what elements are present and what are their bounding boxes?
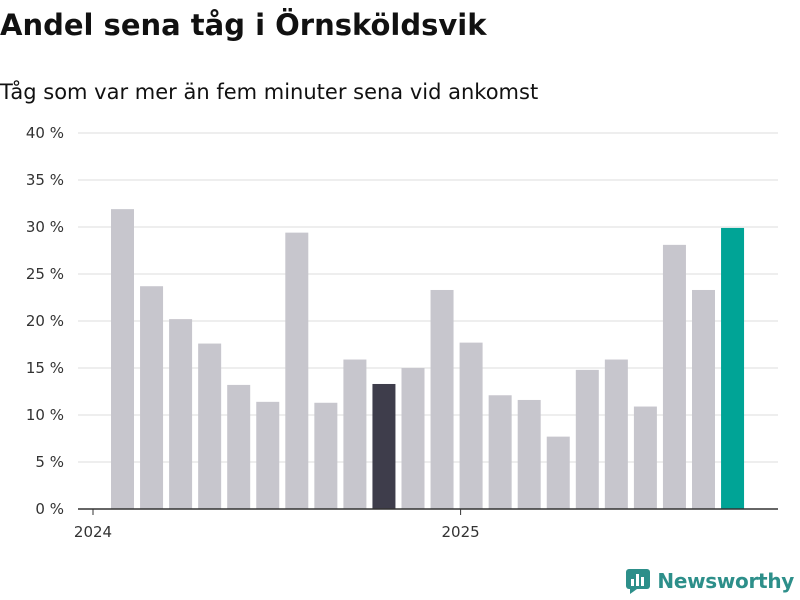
y-tick-label: 20 %	[26, 312, 64, 330]
brand-logo: Newsworthy	[625, 568, 794, 594]
bar-2024-01	[111, 209, 134, 509]
bar-2025-07	[633, 406, 657, 509]
bar-2025-03	[517, 399, 541, 509]
bar-2025-10	[721, 227, 745, 509]
bar-2025-02	[488, 395, 512, 509]
bar-2024-10	[372, 383, 396, 509]
bar-2024-09	[343, 359, 367, 509]
x-axis-ticks: 2024 2025	[74, 509, 480, 541]
y-axis-ticks: 0 % 5 % 10 % 15 % 20 % 25 % 30 % 35 % 40 %	[26, 124, 64, 518]
bar-2024-05	[227, 384, 251, 509]
y-tick-label: 25 %	[26, 265, 64, 283]
bars	[111, 209, 745, 510]
brand-name: Newsworthy	[657, 569, 794, 593]
bar-2024-04	[198, 343, 222, 509]
y-tick-label: 35 %	[26, 171, 64, 189]
newsworthy-logo-icon	[626, 569, 651, 594]
bar-2025-01	[459, 342, 483, 509]
bar-2024-08	[314, 402, 338, 509]
gridlines	[78, 132, 778, 463]
y-tick-label: 5 %	[35, 453, 64, 471]
bar-2024-03	[169, 319, 193, 509]
y-tick-label: 0 %	[35, 500, 64, 518]
bar-2025-05	[575, 369, 599, 509]
chart-subtitle: Tåg som var mer än fem minuter sena vid …	[0, 80, 539, 104]
y-tick-label: 30 %	[26, 218, 64, 236]
y-tick-label: 15 %	[26, 359, 64, 377]
x-tick-label: 2025	[442, 523, 480, 541]
y-tick-label: 10 %	[26, 406, 64, 424]
y-tick-label: 40 %	[26, 124, 64, 142]
chart-title: Andel sena tåg i Örnsköldsvik	[0, 8, 487, 42]
bar-2024-02	[140, 286, 164, 509]
bar-2024-11	[401, 368, 425, 509]
bar-2024-12	[430, 289, 454, 509]
bar-2025-04	[546, 436, 570, 509]
bar-2025-08	[662, 244, 686, 510]
bar-2025-09	[692, 289, 715, 509]
bar-2024-06	[256, 401, 280, 509]
bar-chart: 0 %5 %10 %15 %20 %25 %30 %35 %40 % 2024 2…	[26, 124, 778, 541]
bar-2025-06	[604, 359, 628, 509]
bar-2024-07	[285, 232, 309, 509]
x-tick-label: 2024	[74, 523, 112, 541]
